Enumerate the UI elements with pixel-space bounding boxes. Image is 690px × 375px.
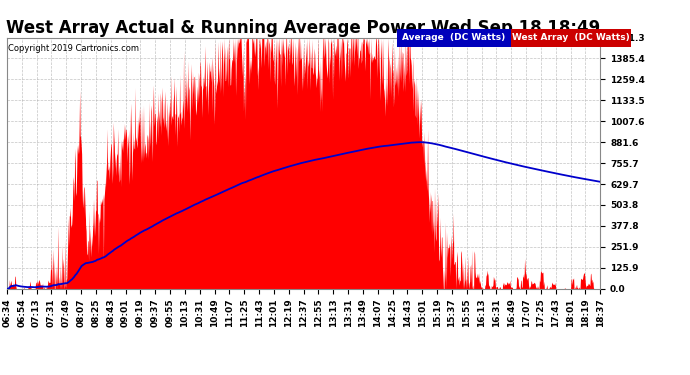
Text: Copyright 2019 Cartronics.com: Copyright 2019 Cartronics.com [8,44,139,52]
Title: West Array Actual & Running Average Power Wed Sep 18 18:49: West Array Actual & Running Average Powe… [6,20,601,38]
Text: Average  (DC Watts): Average (DC Watts) [402,33,505,42]
Text: West Array  (DC Watts): West Array (DC Watts) [512,33,630,42]
